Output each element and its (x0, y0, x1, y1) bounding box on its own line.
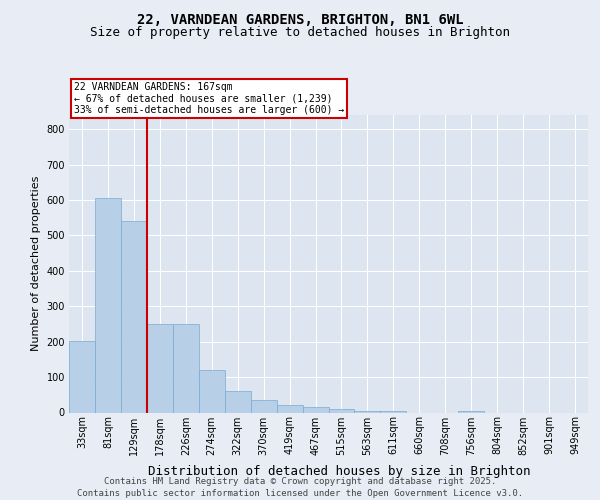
Text: Contains HM Land Registry data © Crown copyright and database right 2025.
Contai: Contains HM Land Registry data © Crown c… (77, 476, 523, 498)
Bar (380, 410, 406, 412)
Bar (302, 407, 329, 412)
Text: 22 VARNDEAN GARDENS: 167sqm
← 67% of detached houses are smaller (1,239)
33% of : 22 VARNDEAN GARDENS: 167sqm ← 67% of det… (74, 82, 344, 115)
Bar (225, 391, 251, 412)
Y-axis label: Number of detached properties: Number of detached properties (31, 176, 41, 352)
Bar (173, 324, 199, 412)
Text: 22, VARNDEAN GARDENS, BRIGHTON, BN1 6WL: 22, VARNDEAN GARDENS, BRIGHTON, BN1 6WL (137, 12, 463, 26)
Bar (251, 400, 277, 412)
Bar (277, 406, 302, 412)
Bar (69, 340, 95, 412)
Bar (458, 410, 484, 412)
Bar (329, 409, 355, 412)
Bar (199, 370, 224, 412)
Text: Size of property relative to detached houses in Brighton: Size of property relative to detached ho… (90, 26, 510, 39)
Text: Distribution of detached houses by size in Brighton: Distribution of detached houses by size … (148, 464, 530, 477)
Bar (95, 198, 121, 412)
Bar (355, 410, 380, 412)
Bar (147, 324, 173, 412)
Bar (121, 221, 147, 412)
